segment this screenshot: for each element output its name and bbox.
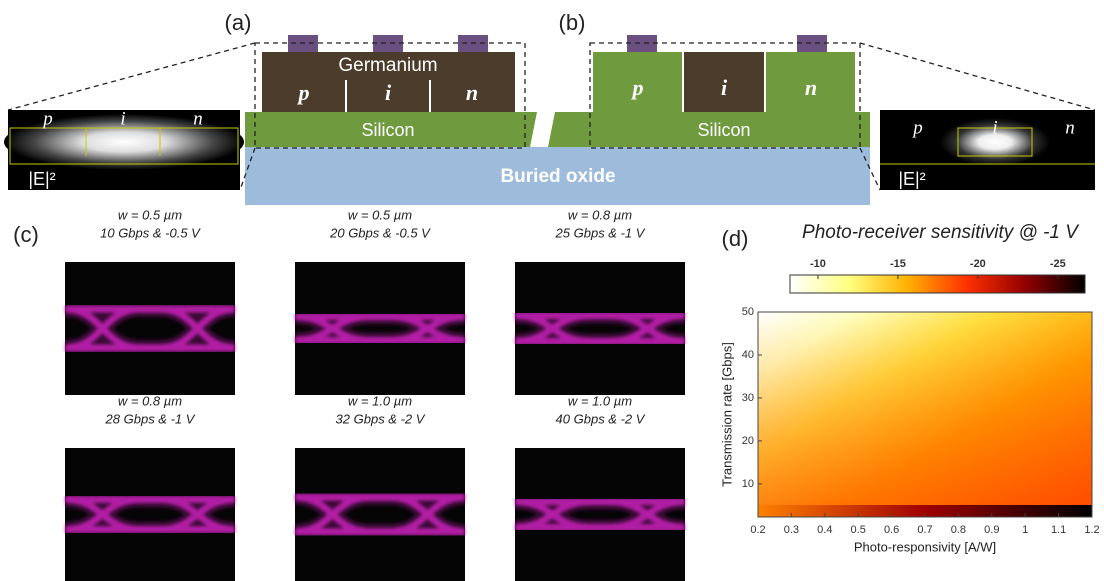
x-tick-label: 0.4 <box>817 524 832 536</box>
eye-diagram <box>514 307 686 350</box>
mode-region-label: n <box>193 108 203 129</box>
colorbar-tick-label: -10 <box>810 258 826 270</box>
eye-width-label: w = 1.0 µm <box>348 393 412 408</box>
eye-trace <box>64 491 236 538</box>
x-tick-label: 0.9 <box>984 524 999 536</box>
panel-label: (a) <box>225 10 252 35</box>
region-label: p <box>631 75 644 100</box>
material-label: Germanium <box>338 55 437 76</box>
eye-diagram <box>294 308 466 349</box>
eye-diagram-bg <box>65 262 235 395</box>
eye-condition-label: 32 Gbps & -2 V <box>336 411 426 426</box>
eye-diagram <box>514 493 686 536</box>
panel-label: (b) <box>559 10 586 35</box>
mode-region-label: p <box>41 108 53 129</box>
y-tick-label: 50 <box>742 306 754 318</box>
colorbar-tick-label: -25 <box>1050 258 1066 270</box>
y-tick-label: 30 <box>742 392 754 404</box>
region-label: n <box>466 80 478 105</box>
panel-label: (c) <box>13 222 39 247</box>
region-label: n <box>805 75 817 100</box>
material-label: Silicon <box>361 120 414 140</box>
y-axis-label: Transmission rate [Gbps] <box>719 342 734 487</box>
field-label: |E|² <box>28 169 55 189</box>
eye-diagram <box>294 489 466 540</box>
mode-region-label: i <box>120 108 125 129</box>
y-tick-label: 10 <box>742 478 754 490</box>
eye-width-label: w = 0.8 µm <box>118 393 182 408</box>
y-tick-label: 40 <box>742 349 754 361</box>
eye-condition-label: 40 Gbps & -2 V <box>556 411 646 426</box>
field-label: |E|² <box>898 169 925 189</box>
x-tick-label: 0.2 <box>750 524 765 536</box>
eye-condition-label: 28 Gbps & -1 V <box>105 411 196 426</box>
eye-trace <box>294 489 466 540</box>
x-tick-label: 0.3 <box>784 524 799 536</box>
eye-width-label: w = 0.5 µm <box>118 207 182 222</box>
device-drawing <box>4 35 1096 205</box>
region-label: p <box>297 80 310 105</box>
mode-region-label: n <box>1065 117 1075 138</box>
eye-trace <box>514 493 686 536</box>
eye-width-label: w = 0.8 µm <box>568 207 632 222</box>
chart-title: Photo-receiver sensitivity @ -1 V <box>802 222 1080 243</box>
region-label: i <box>385 80 392 105</box>
eye-condition-label: 20 Gbps & -0.5 V <box>329 225 431 240</box>
mode-region-label: i <box>992 117 997 138</box>
x-tick-label: 1.2 <box>1084 524 1099 536</box>
material-label: Buried oxide <box>500 166 615 187</box>
y-tick-label: 20 <box>742 435 754 447</box>
x-tick-label: 0.7 <box>917 524 932 536</box>
eye-width-label: w = 1.0 µm <box>568 393 632 408</box>
heatmap-low-rate <box>758 505 1092 517</box>
colorbar-tick-label: -15 <box>890 258 906 270</box>
eye-condition-label: 10 Gbps & -0.5 V <box>100 225 201 240</box>
region-label: i <box>721 75 728 100</box>
eye-condition-label: 25 Gbps & -1 V <box>555 225 646 240</box>
heatmap-shade <box>758 312 1092 517</box>
panel-label: (d) <box>722 226 749 251</box>
eye-trace <box>514 307 686 350</box>
x-axis-label: Photo-responsivity [A/W] <box>854 539 996 554</box>
eye-width-label: w = 0.5 µm <box>348 207 412 222</box>
colorbar <box>789 274 1086 294</box>
x-tick-label: 0.5 <box>851 524 866 536</box>
eye-diagram <box>64 301 236 356</box>
mode-region-label: p <box>911 117 923 138</box>
x-tick-label: 1 <box>1022 524 1028 536</box>
eye-trace <box>64 301 236 356</box>
material-label: Silicon <box>697 120 750 140</box>
colorbar-tick-label: -20 <box>970 258 986 270</box>
x-tick-label: 1.1 <box>1051 524 1066 536</box>
x-tick-label: 0.6 <box>884 524 899 536</box>
x-tick-label: 0.8 <box>951 524 966 536</box>
eye-trace <box>294 308 466 349</box>
eye-diagram <box>64 491 236 538</box>
